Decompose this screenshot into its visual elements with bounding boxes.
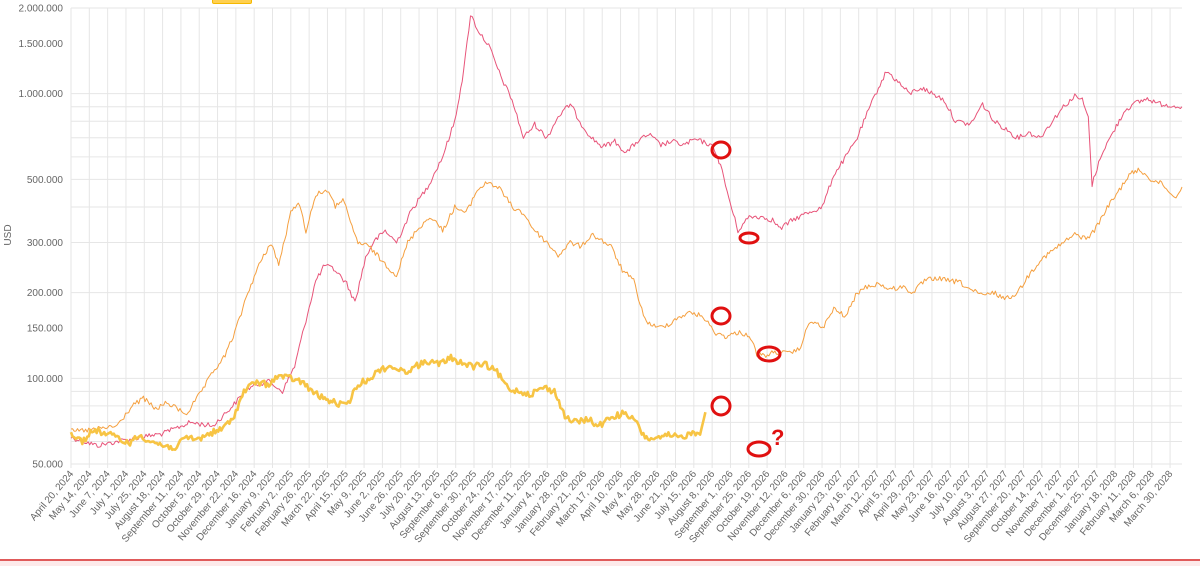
y-tick-label: 200.000 [27, 288, 64, 299]
annotation-layer: ? [710, 140, 784, 458]
highlight-circle [710, 306, 732, 326]
bottom-alert-bar [0, 559, 1200, 566]
chart-grid [70, 7, 1182, 468]
highlight-circle [746, 440, 772, 458]
y-tick-label: 100.000 [27, 374, 64, 385]
series-layer [69, 15, 1183, 452]
highlight-circle [756, 345, 782, 363]
y-tick-label: 2.000.000 [19, 4, 64, 15]
y-tick-label: 1.000.000 [19, 89, 64, 100]
y-tick-label: 50.000 [32, 460, 63, 471]
series-line [70, 15, 1183, 448]
y-tick-label: 300.000 [27, 238, 64, 249]
series-line [70, 167, 1183, 433]
y-tick-label: 150.000 [27, 324, 64, 335]
series-line [69, 353, 707, 452]
y-axis: 50.000 100.000 150.000 200.000 300.000 500.00… [19, 4, 64, 471]
y-tick-label: 1.500.000 [19, 39, 64, 50]
y-axis-label: USD [3, 224, 14, 245]
y-tick-label: 500.000 [27, 175, 64, 186]
legend-swatch [212, 0, 252, 4]
highlight-circle [738, 231, 760, 245]
question-mark-annotation: ? [771, 425, 784, 450]
highlight-circle [710, 140, 732, 160]
highlight-circle [710, 395, 732, 417]
